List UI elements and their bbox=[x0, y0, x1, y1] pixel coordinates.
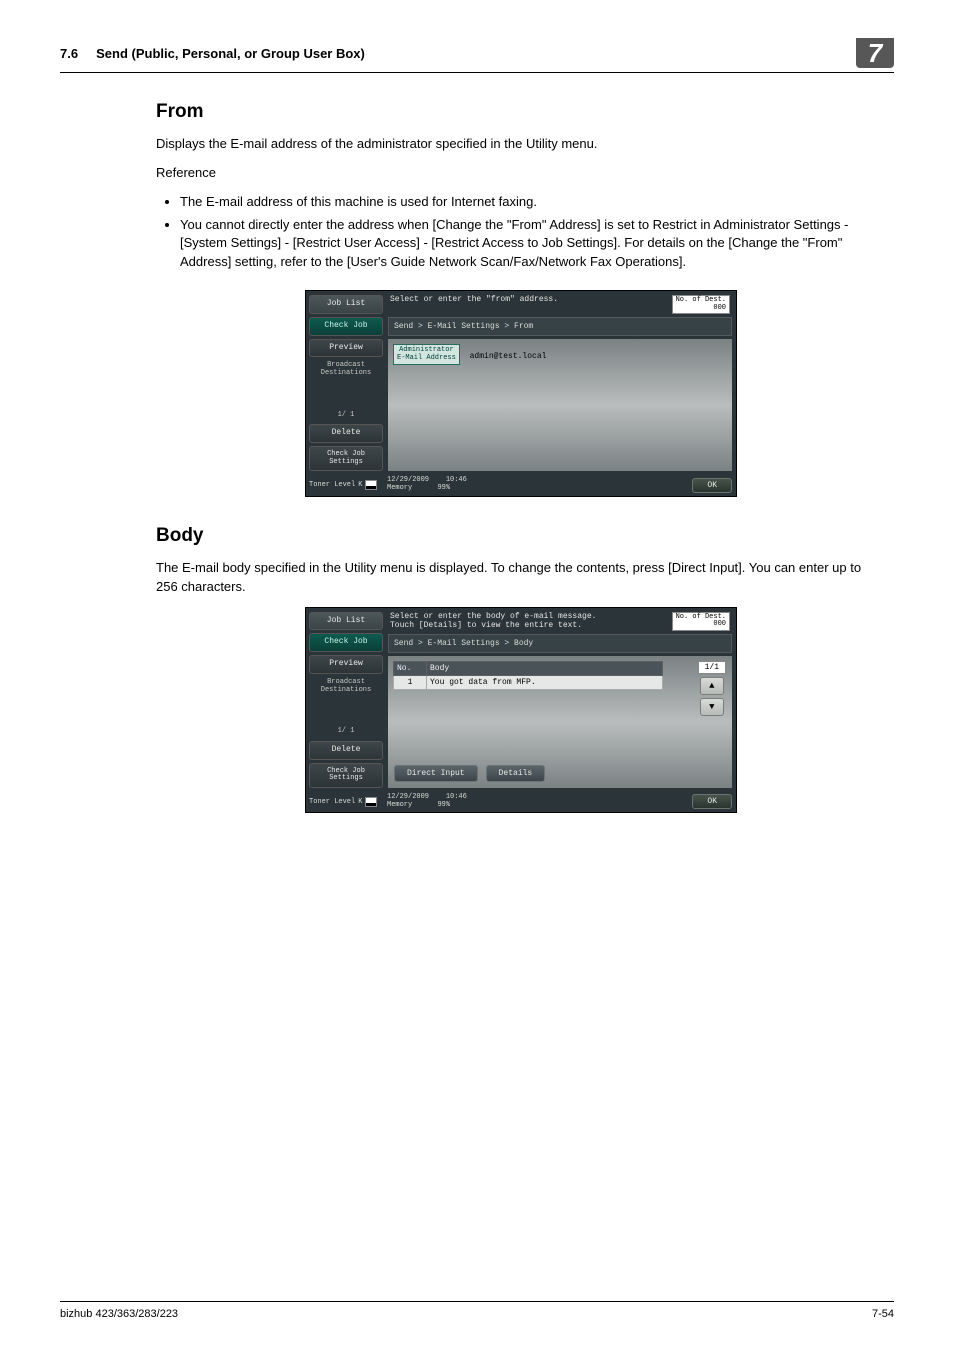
broadcast-label: Broadcast Destinations bbox=[309, 677, 383, 696]
page-indicator: 1/1 bbox=[698, 661, 726, 674]
section-heading: 7.6 Send (Public, Personal, or Group Use… bbox=[60, 46, 856, 61]
body-table-row[interactable]: 1 You got data from MFP. bbox=[393, 676, 663, 690]
check-job-settings-button[interactable]: Check Job Settings bbox=[309, 446, 383, 471]
check-job-settings-button[interactable]: Check Job Settings bbox=[309, 763, 383, 788]
check-job-button[interactable]: Check Job bbox=[309, 633, 383, 652]
col-body: Body bbox=[427, 662, 662, 675]
toner-level: Toner Level K bbox=[309, 480, 383, 490]
dest-count-box: No. of Dest. 000 bbox=[672, 612, 730, 631]
delete-button[interactable]: Delete bbox=[309, 741, 383, 760]
broadcast-label: Broadcast Destinations bbox=[309, 360, 383, 379]
from-title: From bbox=[156, 101, 886, 123]
body-panel: No. Body 1 You got data from MFP. 1/1 bbox=[388, 656, 732, 788]
instruction-text: Select or enter the body of e-mail messa… bbox=[390, 612, 596, 630]
footer-page: 7-54 bbox=[872, 1308, 894, 1320]
section-title: Send (Public, Personal, or Group User Bo… bbox=[96, 46, 365, 61]
details-button[interactable]: Details bbox=[486, 765, 546, 782]
direct-input-button[interactable]: Direct Input bbox=[394, 765, 478, 782]
ok-button[interactable]: OK bbox=[692, 478, 732, 493]
from-bullets: The E-mail address of this machine is us… bbox=[156, 193, 886, 272]
page-footer: bizhub 423/363/283/223 7-54 bbox=[60, 1301, 894, 1320]
sidebar-page: 1/ 1 bbox=[309, 410, 383, 422]
up-arrow-button[interactable]: ▲ bbox=[700, 677, 724, 695]
row-no: 1 bbox=[394, 676, 427, 689]
col-no: No. bbox=[394, 662, 427, 675]
admin-email-value: admin@test.local bbox=[465, 352, 547, 361]
job-list-button[interactable]: Job List bbox=[309, 295, 383, 314]
body-table-header: No. Body bbox=[393, 661, 663, 676]
dest-count-box: No. of Dest. 000 bbox=[672, 295, 730, 314]
breadcrumb: Send > E-Mail Settings > Body bbox=[388, 634, 732, 653]
delete-button[interactable]: Delete bbox=[309, 424, 383, 443]
datetime: 12/29/2009 10:46 Memory 99% bbox=[383, 794, 467, 809]
preview-button[interactable]: Preview bbox=[309, 655, 383, 674]
chapter-badge: 7 bbox=[856, 38, 894, 68]
body-title: Body bbox=[156, 525, 886, 547]
body-desc: The E-mail body specified in the Utility… bbox=[156, 559, 886, 597]
row-body: You got data from MFP. bbox=[427, 676, 662, 689]
device-screenshot-body: Job List Check Job Preview Broadcast Des… bbox=[305, 607, 737, 814]
bullet-item: The E-mail address of this machine is us… bbox=[180, 193, 886, 212]
admin-email-button[interactable]: AdministratorE-Mail Address bbox=[393, 344, 460, 365]
sidebar-page: 1/ 1 bbox=[309, 726, 383, 738]
device-screenshot-from: Job List Check Job Preview Broadcast Des… bbox=[305, 290, 737, 497]
footer-model: bizhub 423/363/283/223 bbox=[60, 1308, 178, 1320]
breadcrumb: Send > E-Mail Settings > From bbox=[388, 317, 732, 336]
toner-level: Toner Level K bbox=[309, 797, 383, 807]
page-header: 7.6 Send (Public, Personal, or Group Use… bbox=[60, 38, 894, 73]
bullet-item: You cannot directly enter the address wh… bbox=[180, 216, 886, 273]
instruction-text: Select or enter the "from" address. bbox=[390, 295, 558, 304]
job-list-button[interactable]: Job List bbox=[309, 612, 383, 631]
preview-button[interactable]: Preview bbox=[309, 339, 383, 358]
down-arrow-button[interactable]: ▼ bbox=[700, 698, 724, 716]
ok-button[interactable]: OK bbox=[692, 794, 732, 809]
check-job-button[interactable]: Check Job bbox=[309, 317, 383, 336]
reference-label: Reference bbox=[156, 164, 886, 183]
from-desc: Displays the E-mail address of the admin… bbox=[156, 135, 886, 154]
datetime: 12/29/2009 10:46 Memory 99% bbox=[383, 477, 467, 492]
section-number: 7.6 bbox=[60, 46, 78, 61]
from-panel: AdministratorE-Mail Address admin@test.l… bbox=[388, 339, 732, 471]
